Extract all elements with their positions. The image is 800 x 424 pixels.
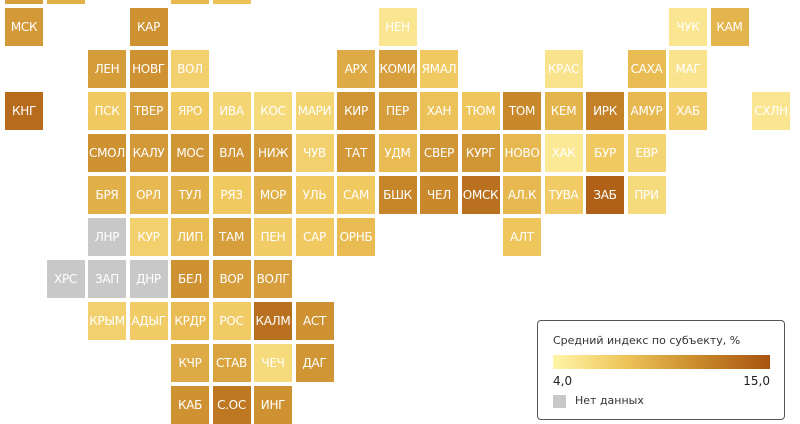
region-tile[interactable]: ВОЛ bbox=[171, 50, 209, 88]
region-tile[interactable]: ЧЕЛ bbox=[420, 176, 458, 214]
region-tile[interactable] bbox=[5, 0, 43, 4]
region-tile[interactable]: ПСК bbox=[88, 92, 126, 130]
region-tile[interactable]: САМ bbox=[337, 176, 375, 214]
region-tile[interactable]: КНГ bbox=[5, 92, 43, 130]
region-tile[interactable]: БШК bbox=[378, 176, 417, 214]
region-tile[interactable]: ХАН bbox=[420, 92, 458, 130]
legend-title: Средний индекс по субъекту, % bbox=[553, 334, 741, 347]
region-tile[interactable]: МАРИ bbox=[295, 92, 334, 130]
region-tile[interactable]: ДАГ bbox=[295, 344, 334, 382]
region-tile[interactable]: НИЖ bbox=[254, 134, 292, 172]
region-tile[interactable]: КЕМ bbox=[544, 92, 583, 130]
region-tile[interactable]: ОРНБ bbox=[337, 218, 375, 256]
region-tile[interactable]: АДЫГ bbox=[129, 302, 168, 340]
region-tile[interactable]: ДНР bbox=[129, 260, 168, 298]
region-tile[interactable]: АРХ bbox=[337, 50, 375, 88]
region-tile[interactable]: ТУВА bbox=[544, 176, 583, 214]
region-tile[interactable]: ХАК bbox=[544, 134, 583, 172]
region-tile[interactable]: КИР bbox=[337, 92, 375, 130]
region-tile[interactable]: ТАТ bbox=[337, 134, 375, 172]
region-tile[interactable]: КУР bbox=[129, 218, 168, 256]
region-tile[interactable]: КРЫМ bbox=[88, 302, 126, 340]
region-tile[interactable]: КОМИ bbox=[378, 50, 417, 88]
region-tile[interactable]: ВЛА bbox=[212, 134, 251, 172]
region-tile[interactable]: АМУР bbox=[627, 92, 666, 130]
region-tile[interactable]: РЯЗ bbox=[212, 176, 251, 214]
region-tile[interactable]: ТЮМ bbox=[461, 92, 500, 130]
region-tile[interactable]: ТУЛ bbox=[171, 176, 209, 214]
region-tile[interactable]: ВОЛГ bbox=[254, 260, 292, 298]
region-tile[interactable]: ЯРО bbox=[171, 92, 209, 130]
region-tile[interactable]: ХРС bbox=[46, 260, 85, 298]
legend: Средний индекс по субъекту, % 4,0 15,0 Н… bbox=[537, 320, 785, 420]
region-tile[interactable]: ПЕН bbox=[254, 218, 292, 256]
region-tile[interactable]: УЛЬ bbox=[295, 176, 334, 214]
region-tile[interactable]: ТОМ bbox=[503, 92, 541, 130]
region-tile[interactable]: СТАВ bbox=[212, 344, 251, 382]
region-tile[interactable]: МОР bbox=[254, 176, 292, 214]
region-tile[interactable]: БУР bbox=[586, 134, 624, 172]
region-tile[interactable]: ИВА bbox=[212, 92, 251, 130]
region-tile[interactable]: АСТ bbox=[295, 302, 334, 340]
region-tile[interactable]: КАЛУ bbox=[129, 134, 168, 172]
region-tile[interactable]: ЧЕЧ bbox=[254, 344, 292, 382]
region-tile[interactable]: ЛЕН bbox=[88, 50, 126, 88]
region-tile[interactable]: ЧУК bbox=[669, 8, 707, 46]
legend-min-label: 4,0 bbox=[553, 374, 573, 388]
legend-no-data-label: Нет данных bbox=[575, 394, 644, 407]
region-tile[interactable]: САХА bbox=[627, 50, 666, 88]
region-tile[interactable]: НОВО bbox=[503, 134, 541, 172]
region-tile[interactable]: ОМСК bbox=[461, 176, 500, 214]
region-tile[interactable]: НОВГ bbox=[129, 50, 168, 88]
region-tile[interactable]: ЛНР bbox=[88, 218, 126, 256]
region-tile[interactable]: КАЛМ bbox=[254, 302, 292, 340]
region-tile[interactable]: УДМ bbox=[378, 134, 417, 172]
legend-no-data-swatch bbox=[553, 395, 566, 408]
region-tile[interactable]: АЛ.К bbox=[503, 176, 541, 214]
region-tile[interactable]: КЧР bbox=[171, 344, 209, 382]
region-tile[interactable]: ТВЕР bbox=[129, 92, 168, 130]
region-tile[interactable]: ХАБ bbox=[669, 92, 707, 130]
region-tile[interactable]: САР bbox=[295, 218, 334, 256]
region-tile[interactable]: МОС bbox=[171, 134, 209, 172]
region-tile[interactable]: ЗАП bbox=[88, 260, 126, 298]
region-tile[interactable]: СМОЛ bbox=[88, 134, 126, 172]
region-tile[interactable]: ПЕР bbox=[378, 92, 417, 130]
region-tile[interactable]: ЛИП bbox=[171, 218, 209, 256]
region-tile[interactable]: ЧУВ bbox=[295, 134, 334, 172]
region-tile[interactable]: МСК bbox=[5, 8, 43, 46]
region-tile[interactable]: ИНГ bbox=[254, 386, 292, 424]
region-tile[interactable]: КРДР bbox=[171, 302, 209, 340]
region-tile[interactable]: КРАС bbox=[544, 50, 583, 88]
region-tile[interactable]: ТАМ bbox=[212, 218, 251, 256]
region-tile[interactable]: БЕЛ bbox=[171, 260, 209, 298]
region-tile[interactable]: ИРК bbox=[586, 92, 624, 130]
region-tile[interactable]: РОС bbox=[212, 302, 251, 340]
legend-gradient-bar bbox=[553, 355, 770, 369]
legend-max-label: 15,0 bbox=[743, 374, 770, 388]
tile-map: МСК КАР НЕН ЧУК КАМ ЛЕН НОВГ ВОЛ АРХ КОМИ ЯМАЛ КРАС… bbox=[5, 0, 790, 424]
region-tile[interactable]: ВОР bbox=[212, 260, 251, 298]
region-tile[interactable]: НЕН bbox=[378, 8, 417, 46]
region-tile[interactable]: ЕВР bbox=[627, 134, 666, 172]
region-tile[interactable]: СХЛН bbox=[752, 92, 790, 130]
region-tile[interactable]: МАГ bbox=[669, 50, 707, 88]
region-tile[interactable] bbox=[46, 0, 85, 4]
region-tile[interactable]: БРЯ bbox=[88, 176, 126, 214]
region-tile[interactable] bbox=[212, 0, 251, 4]
region-tile[interactable]: КАМ bbox=[710, 8, 749, 46]
region-tile[interactable]: С.ОС bbox=[212, 386, 251, 424]
region-tile[interactable]: СВЕР bbox=[420, 134, 458, 172]
region-tile[interactable]: КУРГ bbox=[461, 134, 500, 172]
region-tile[interactable]: ЯМАЛ bbox=[420, 50, 458, 88]
region-tile[interactable]: КАР bbox=[129, 8, 168, 46]
region-tile[interactable]: ЗАБ bbox=[586, 176, 624, 214]
region-tile[interactable]: КОС bbox=[254, 92, 292, 130]
region-tile[interactable]: ОРЛ bbox=[129, 176, 168, 214]
region-tile[interactable]: КАБ bbox=[171, 386, 209, 424]
region-tile[interactable] bbox=[171, 0, 209, 4]
region-tile[interactable]: АЛТ bbox=[503, 218, 541, 256]
region-tile[interactable]: ПРИ bbox=[627, 176, 666, 214]
